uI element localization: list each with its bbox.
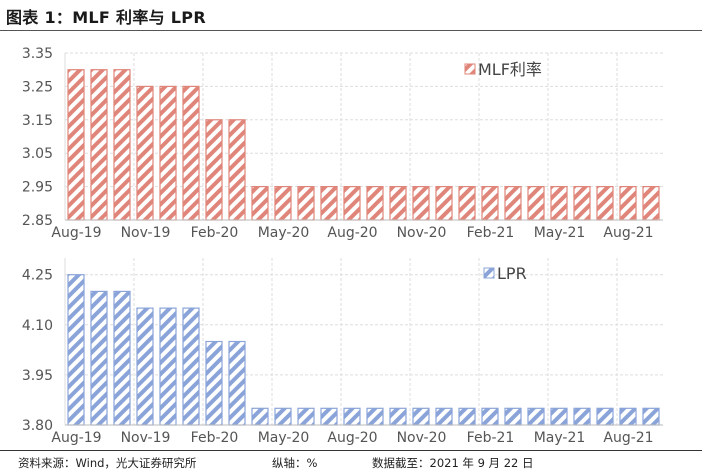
mlf-legend-label: MLF利率 bbox=[478, 60, 542, 79]
lpr-bar bbox=[504, 407, 522, 426]
lpr-bar bbox=[343, 407, 361, 426]
mlf-bar bbox=[297, 186, 315, 221]
lpr-bar bbox=[458, 407, 476, 426]
mlf-bar bbox=[435, 186, 453, 221]
x-tick-label: Feb-20 bbox=[191, 430, 239, 446]
mlf-bar bbox=[205, 119, 223, 221]
x-tick-label: Feb-21 bbox=[467, 225, 515, 241]
lpr-bar bbox=[412, 407, 430, 426]
x-tick-label: Feb-20 bbox=[191, 225, 239, 241]
title-divider bbox=[0, 30, 702, 31]
axis-unit-note: 纵轴：% bbox=[272, 456, 318, 470]
lpr-bar bbox=[251, 407, 269, 426]
lpr-legend-swatch-icon bbox=[483, 267, 495, 279]
mlf-bar bbox=[67, 69, 85, 221]
mlf-bar bbox=[182, 85, 200, 221]
mlf-bar bbox=[458, 186, 476, 221]
mlf-bar bbox=[366, 186, 384, 221]
lpr-bar bbox=[435, 407, 453, 426]
y-tick-label: 4.25 bbox=[22, 268, 53, 284]
mlf-bar bbox=[113, 69, 131, 221]
y-tick-label: 3.35 bbox=[22, 46, 53, 62]
mlf-bar bbox=[228, 119, 246, 221]
lpr-legend-label: LPR bbox=[497, 264, 527, 283]
x-tick-label: Nov-19 bbox=[121, 430, 171, 446]
mlf-legend-swatch-icon bbox=[464, 63, 476, 75]
x-tick-label: May-20 bbox=[258, 430, 310, 446]
lpr-bar bbox=[159, 307, 177, 426]
lpr-bar bbox=[274, 407, 292, 426]
x-tick-label: May-21 bbox=[534, 430, 586, 446]
x-tick-label: Aug-21 bbox=[603, 225, 653, 241]
y-tick-label: 3.15 bbox=[22, 113, 53, 129]
mlf-bar bbox=[504, 186, 522, 221]
data-date-note: 数据截至：2021 年 9 月 22 日 bbox=[372, 456, 534, 470]
x-tick-label: Aug-20 bbox=[327, 430, 377, 446]
x-tick-label: Aug-19 bbox=[51, 225, 101, 241]
lpr-bar bbox=[619, 407, 637, 426]
mlf-bar bbox=[274, 186, 292, 221]
mlf-bar bbox=[136, 85, 154, 221]
lpr-bar bbox=[90, 290, 108, 426]
y-tick-label: 3.80 bbox=[22, 418, 53, 434]
mlf-bar bbox=[550, 186, 568, 221]
y-tick-label: 3.95 bbox=[22, 368, 53, 384]
mlf-bar bbox=[596, 186, 614, 221]
mlf-bar bbox=[619, 186, 637, 221]
x-tick-label: Nov-20 bbox=[397, 430, 447, 446]
x-tick-label: Feb-21 bbox=[467, 430, 515, 446]
x-tick-label: Nov-19 bbox=[121, 225, 171, 241]
lpr-bar bbox=[389, 407, 407, 426]
lpr-bar bbox=[596, 407, 614, 426]
mlf-bar bbox=[573, 186, 591, 221]
lpr-bar bbox=[113, 290, 131, 426]
mlf-bar bbox=[412, 186, 430, 221]
mlf-bar bbox=[251, 186, 269, 221]
lpr-bar bbox=[642, 407, 660, 426]
lpr-bar bbox=[67, 274, 85, 426]
footer-divider bbox=[0, 450, 702, 451]
x-tick-label: Aug-19 bbox=[51, 430, 101, 446]
lpr-bar bbox=[320, 407, 338, 426]
x-tick-label: May-21 bbox=[534, 225, 586, 241]
x-tick-label: Aug-21 bbox=[603, 430, 653, 446]
lpr-bar bbox=[182, 307, 200, 426]
y-tick-label: 4.10 bbox=[22, 318, 53, 334]
mlf-bar bbox=[159, 85, 177, 221]
mlf-bar bbox=[481, 186, 499, 221]
y-tick-label: 3.05 bbox=[22, 146, 53, 162]
lpr-bar bbox=[550, 407, 568, 426]
lpr-bar bbox=[366, 407, 384, 426]
mlf-bar bbox=[90, 69, 108, 221]
x-tick-label: Aug-20 bbox=[327, 225, 377, 241]
y-tick-label: 2.85 bbox=[22, 213, 53, 229]
x-tick-label: May-20 bbox=[258, 225, 310, 241]
mlf-bar bbox=[389, 186, 407, 221]
mlf-bar bbox=[527, 186, 545, 221]
lpr-bar bbox=[297, 407, 315, 426]
lpr-bar bbox=[228, 340, 246, 426]
x-tick-label: Nov-20 bbox=[397, 225, 447, 241]
lpr-bar bbox=[573, 407, 591, 426]
mlf-bar bbox=[642, 186, 660, 221]
y-tick-label: 3.25 bbox=[22, 79, 53, 95]
lpr-bar bbox=[136, 307, 154, 426]
mlf-bar bbox=[320, 186, 338, 221]
source-note: 资料来源：Wind，光大证券研究所 bbox=[18, 456, 197, 470]
figure-title: 图表 1：MLF 利率与 LPR bbox=[6, 8, 206, 27]
y-tick-label: 2.95 bbox=[22, 180, 53, 196]
lpr-bar bbox=[205, 340, 223, 426]
lpr-bar bbox=[527, 407, 545, 426]
lpr-bar bbox=[481, 407, 499, 426]
mlf-bar bbox=[343, 186, 361, 221]
